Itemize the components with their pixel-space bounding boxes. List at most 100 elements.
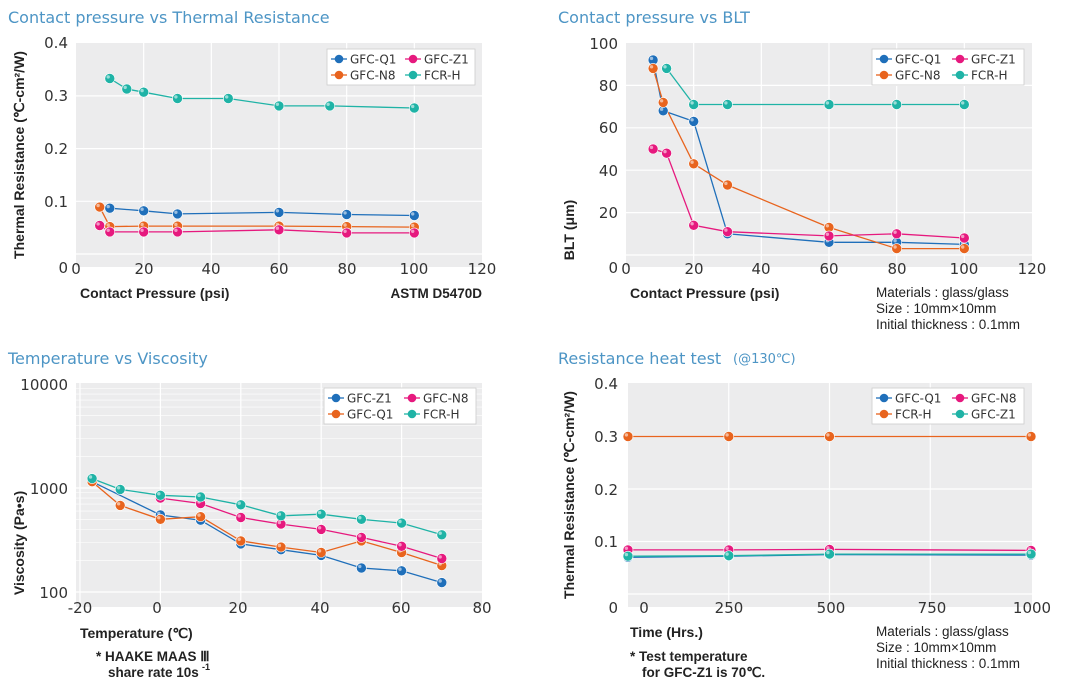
data-point-highlight: [398, 543, 402, 547]
data-point-gfc-n8: [356, 532, 367, 543]
data-point-highlight: [106, 223, 110, 227]
data-point-highlight: [826, 550, 830, 555]
data-point-fcr-h: [223, 93, 234, 104]
data-point-highlight: [140, 222, 144, 227]
data-point-gfc-q1: [688, 116, 700, 127]
data-point-highlight: [411, 104, 415, 109]
data-point-highlight: [140, 228, 144, 232]
data-point-fcr-h: [114, 484, 126, 495]
data-point-fcr-h: [172, 93, 183, 104]
data-point-highlight: [317, 526, 322, 530]
y-tick-label: 0: [58, 259, 68, 277]
legend-marker: [408, 70, 418, 80]
data-point-highlight: [225, 95, 229, 99]
data-point-gfc-n8: [396, 540, 407, 552]
data-point-fcr-h: [121, 83, 133, 95]
data-point-highlight: [724, 101, 728, 105]
x-tick-label: 20: [134, 260, 153, 278]
chart-thermal-resistance: Contact pressure vs Thermal Resistance 0…: [8, 8, 496, 301]
data-point-fcr-h: [824, 431, 835, 442]
legend-item: GFC-N8: [876, 69, 941, 83]
data-point-gfc-z1: [722, 226, 733, 237]
data-point-highlight: [649, 145, 654, 150]
legend-marker: [334, 54, 344, 64]
standard-note: ASTM D5470D: [390, 286, 482, 301]
data-point-highlight: [961, 101, 965, 105]
data-point-gfc-q1: [315, 547, 327, 558]
legend-marker: [879, 54, 889, 64]
data-point-gfc-q1: [138, 205, 149, 217]
data-point-gfc-q1: [273, 207, 285, 218]
data-point-gfc-n8: [94, 201, 105, 213]
data-point-fcr-h: [408, 102, 420, 114]
legend-label: FCR-H: [424, 69, 461, 83]
data-point-gfc-n8: [722, 179, 733, 191]
y-tick-labels: 100 1000 10000: [20, 376, 68, 602]
legend-label: GFC-Q1: [347, 408, 393, 422]
x-axis-label: Contact Pressure (psi): [80, 285, 229, 301]
data-point-highlight: [411, 229, 415, 233]
x-tick-label: 0: [639, 599, 649, 617]
legend-box: [326, 48, 476, 86]
x-tick-label: 100: [400, 260, 429, 278]
data-point-fcr-h: [356, 513, 367, 525]
x-tick-label: 20: [228, 599, 247, 617]
y-tick-label: 20: [599, 204, 618, 222]
legend-item: GFC-Z1: [952, 408, 1016, 422]
data-point-highlight: [106, 228, 110, 232]
legend-box: [871, 387, 1025, 425]
x-tick-label: 120: [468, 260, 497, 278]
x-tick-label: 250: [715, 599, 744, 617]
series-line-gfc-n8: [160, 497, 442, 560]
chart-subtitle: (@130℃): [733, 352, 796, 367]
x-axis-label: Time (Hrs.): [630, 624, 703, 640]
data-point-fcr-h: [1025, 431, 1037, 442]
data-point-gfc-n8: [315, 524, 327, 535]
data-point-highlight: [116, 486, 121, 490]
data-point-highlight: [174, 210, 178, 214]
data-point-highlight: [96, 203, 100, 208]
x-tick-label: 0: [621, 260, 631, 278]
data-point-highlight: [893, 230, 897, 234]
note-line: Size : 10mm×10mm: [876, 640, 996, 655]
data-point-fcr-h: [273, 100, 285, 112]
data-point-highlight: [1027, 550, 1032, 555]
note-line: Initial thickness : 0.1mm: [876, 317, 1020, 332]
x-tick-label: 60: [391, 599, 410, 617]
note-line: Materials : glass/glass: [876, 285, 1009, 300]
legend-item: GFC-Z1: [328, 392, 392, 406]
legend-marker: [879, 70, 889, 80]
data-point-highlight: [275, 102, 280, 107]
y-axis-label: Thermal Resistance (℃-cm²/W): [11, 51, 27, 259]
data-point-highlight: [690, 160, 694, 164]
data-point-highlight: [174, 95, 178, 99]
data-point-highlight: [438, 555, 442, 559]
legend-label: GFC-Z1: [971, 53, 1016, 67]
data-point-highlight: [725, 433, 729, 437]
data-point-highlight: [961, 234, 965, 239]
legend-label: GFC-Q1: [895, 392, 941, 406]
legend-item: GFC-N8: [404, 392, 469, 406]
data-point-gfc-z1: [138, 226, 149, 238]
data-point-gfc-z1: [1025, 548, 1037, 560]
data-point-gfc-q1: [172, 208, 183, 220]
data-point-highlight: [123, 85, 127, 90]
data-point-gfc-n8: [647, 63, 659, 74]
y-tick-label: 0.4: [594, 375, 618, 393]
y-tick-label: 0.3: [594, 428, 618, 446]
legend-label: GFC-N8: [971, 392, 1017, 406]
data-point-gfc-z1: [396, 565, 407, 577]
series-line-fcr-h: [91, 477, 442, 536]
legend-label: FCR-H: [971, 69, 1008, 83]
data-point-highlight: [438, 579, 442, 583]
data-point-highlight: [649, 56, 654, 61]
x-axis-label: Contact Pressure (psi): [630, 285, 779, 301]
data-point-highlight: [893, 101, 897, 105]
legend-item: GFC-Z1: [405, 53, 469, 67]
data-point-fcr-h: [661, 63, 672, 74]
legend-item: GFC-Q1: [876, 392, 941, 406]
data-point-highlight: [398, 567, 402, 571]
data-point-highlight: [197, 493, 201, 498]
legend-marker: [407, 393, 417, 403]
